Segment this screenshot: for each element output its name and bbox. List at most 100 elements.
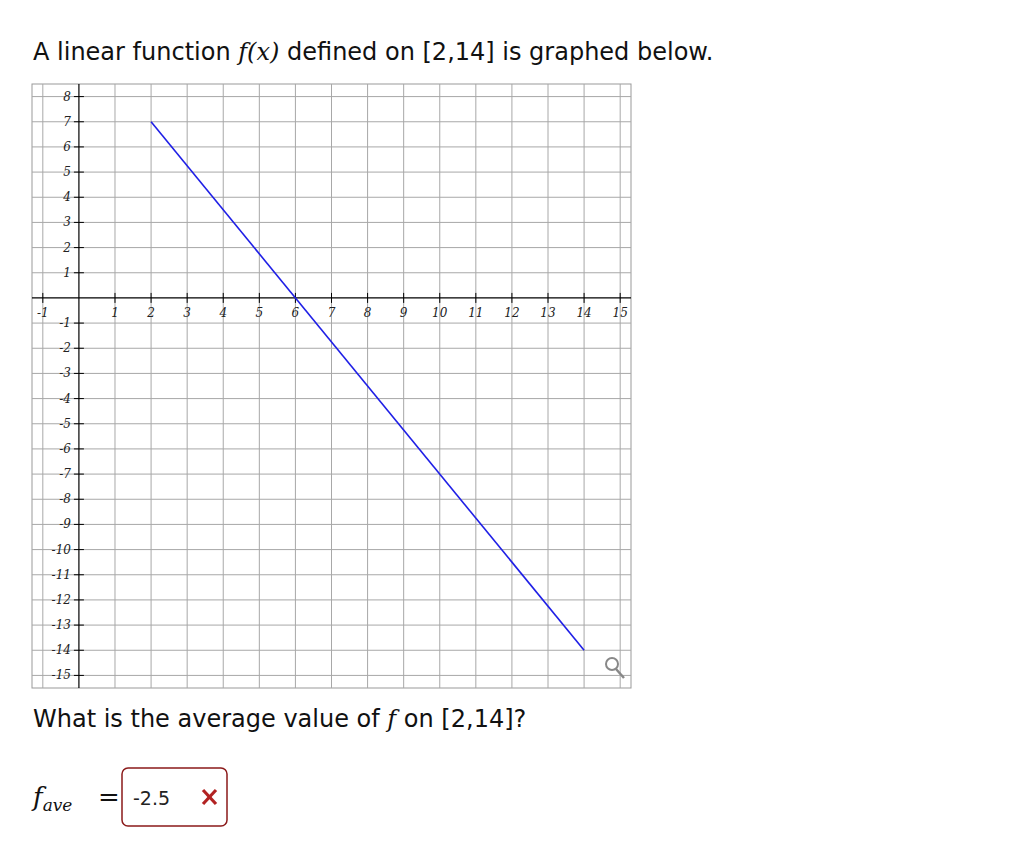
- y-grid-line: [32, 172, 631, 173]
- y-grid-line: [32, 96, 631, 97]
- y-tick-label: -6: [59, 442, 71, 456]
- y-grid-line: [32, 121, 631, 122]
- y-tick: [74, 121, 84, 122]
- answer-box[interactable]: [122, 768, 227, 826]
- x-tick-label: 14: [576, 306, 591, 320]
- page: {"problem": {"intro_before": "A linear f…: [0, 0, 1018, 862]
- y-tick-label: -10: [52, 543, 72, 557]
- y-tick: [74, 448, 84, 449]
- x-tick-label: 2: [146, 306, 155, 320]
- y-grid-line: [32, 423, 631, 424]
- question-after: on [2,14]?: [396, 705, 526, 733]
- y-tick: [74, 398, 84, 399]
- intro-after: defined on [2,14] is graphed below.: [279, 38, 713, 66]
- x-tick: [620, 293, 621, 303]
- x-tick: [403, 293, 404, 303]
- y-tick-label: 4: [62, 190, 71, 204]
- x-tick-label: 1: [111, 306, 119, 320]
- y-grid-line: [32, 474, 631, 475]
- page-canvas: A linear function f(x) defined on [2,14]…: [0, 0, 1018, 862]
- y-tick-label: 6: [63, 140, 71, 154]
- y-tick: [74, 146, 84, 147]
- zoom-icon[interactable]: [606, 658, 624, 678]
- x-tick-label: 15: [613, 306, 628, 320]
- function-line: [151, 122, 584, 651]
- x-grid-line: [42, 84, 43, 688]
- y-grid-line: [32, 323, 631, 324]
- y-tick: [74, 650, 84, 651]
- y-tick: [74, 524, 84, 525]
- y-tick: [74, 247, 84, 248]
- y-tick: [74, 549, 84, 550]
- plot-frame: [32, 84, 631, 688]
- question-before: What is the average value of: [33, 705, 387, 733]
- x-tick-label: 10: [432, 306, 448, 320]
- incorrect-icon-stroke: [203, 790, 216, 804]
- y-tick: [74, 348, 84, 349]
- x-tick: [584, 293, 585, 303]
- y-tick-label: -3: [59, 366, 71, 380]
- y-tick-label: -11: [52, 568, 71, 582]
- y-tick-label: -1: [59, 316, 71, 330]
- y-tick: [74, 197, 84, 198]
- y-grid-line: [32, 146, 631, 147]
- y-grid-line: [32, 574, 631, 575]
- y-tick: [74, 222, 84, 223]
- y-tick-label: 1: [63, 266, 71, 280]
- x-tick: [548, 293, 549, 303]
- answer-equals: =: [98, 782, 120, 812]
- y-grid-line: [32, 272, 631, 273]
- answer-subscript: ave: [43, 795, 73, 815]
- y-tick: [74, 373, 84, 374]
- y-tick: [74, 474, 84, 475]
- y-tick-label: -12: [52, 593, 71, 607]
- x-tick: [475, 293, 476, 303]
- y-tick: [74, 423, 84, 424]
- y-grid-line: [32, 247, 631, 248]
- y-tick-label: 2: [62, 241, 71, 255]
- x-grid-line: [475, 84, 476, 688]
- x-grid-line: [114, 84, 115, 688]
- x-tick: [42, 293, 43, 303]
- y-tick-label: -8: [59, 492, 71, 506]
- x-tick-label: 13: [540, 306, 556, 320]
- x-tick-label: 3: [183, 306, 191, 320]
- x-grid-line: [548, 84, 549, 688]
- y-tick: [74, 499, 84, 500]
- y-tick-label: -7: [59, 467, 71, 481]
- y-tick-label: -2: [59, 341, 71, 355]
- x-grid-line: [403, 84, 404, 688]
- y-tick-label: -4: [59, 392, 71, 406]
- x-tick-label: 12: [504, 306, 519, 320]
- x-grid-line: [259, 84, 260, 688]
- y-tick-label: 7: [63, 115, 71, 129]
- incorrect-icon: [203, 790, 216, 804]
- x-tick-label: 5: [256, 306, 264, 320]
- y-grid-line: [32, 524, 631, 525]
- x-tick-label: 7: [328, 306, 336, 320]
- y-tick: [74, 675, 84, 676]
- intro-text: A linear function f(x) defined on [2,14]…: [33, 38, 713, 66]
- y-tick-label: -15: [52, 668, 71, 682]
- y-tick: [74, 323, 84, 324]
- y-grid-line: [32, 197, 631, 198]
- x-tick: [439, 293, 440, 303]
- x-grid-line: [439, 84, 440, 688]
- y-tick: [74, 272, 84, 273]
- y-grid-line: [32, 222, 631, 223]
- y-tick-label: -13: [52, 618, 72, 632]
- zoom-icon-handle: [616, 669, 624, 678]
- x-tick: [259, 293, 260, 303]
- y-grid-line: [32, 499, 631, 500]
- y-tick: [74, 96, 84, 97]
- question-text: What is the average value of f on [2,14]…: [33, 705, 526, 733]
- x-tick: [511, 293, 512, 303]
- y-grid-line: [32, 373, 631, 374]
- answer-value: -2.5: [133, 787, 170, 809]
- y-tick-label: 5: [63, 165, 71, 179]
- y-tick: [74, 574, 84, 575]
- y-grid-line: [32, 675, 631, 676]
- x-grid-line: [223, 84, 224, 688]
- y-axis: [78, 84, 79, 688]
- x-tick-label: -1: [37, 306, 49, 320]
